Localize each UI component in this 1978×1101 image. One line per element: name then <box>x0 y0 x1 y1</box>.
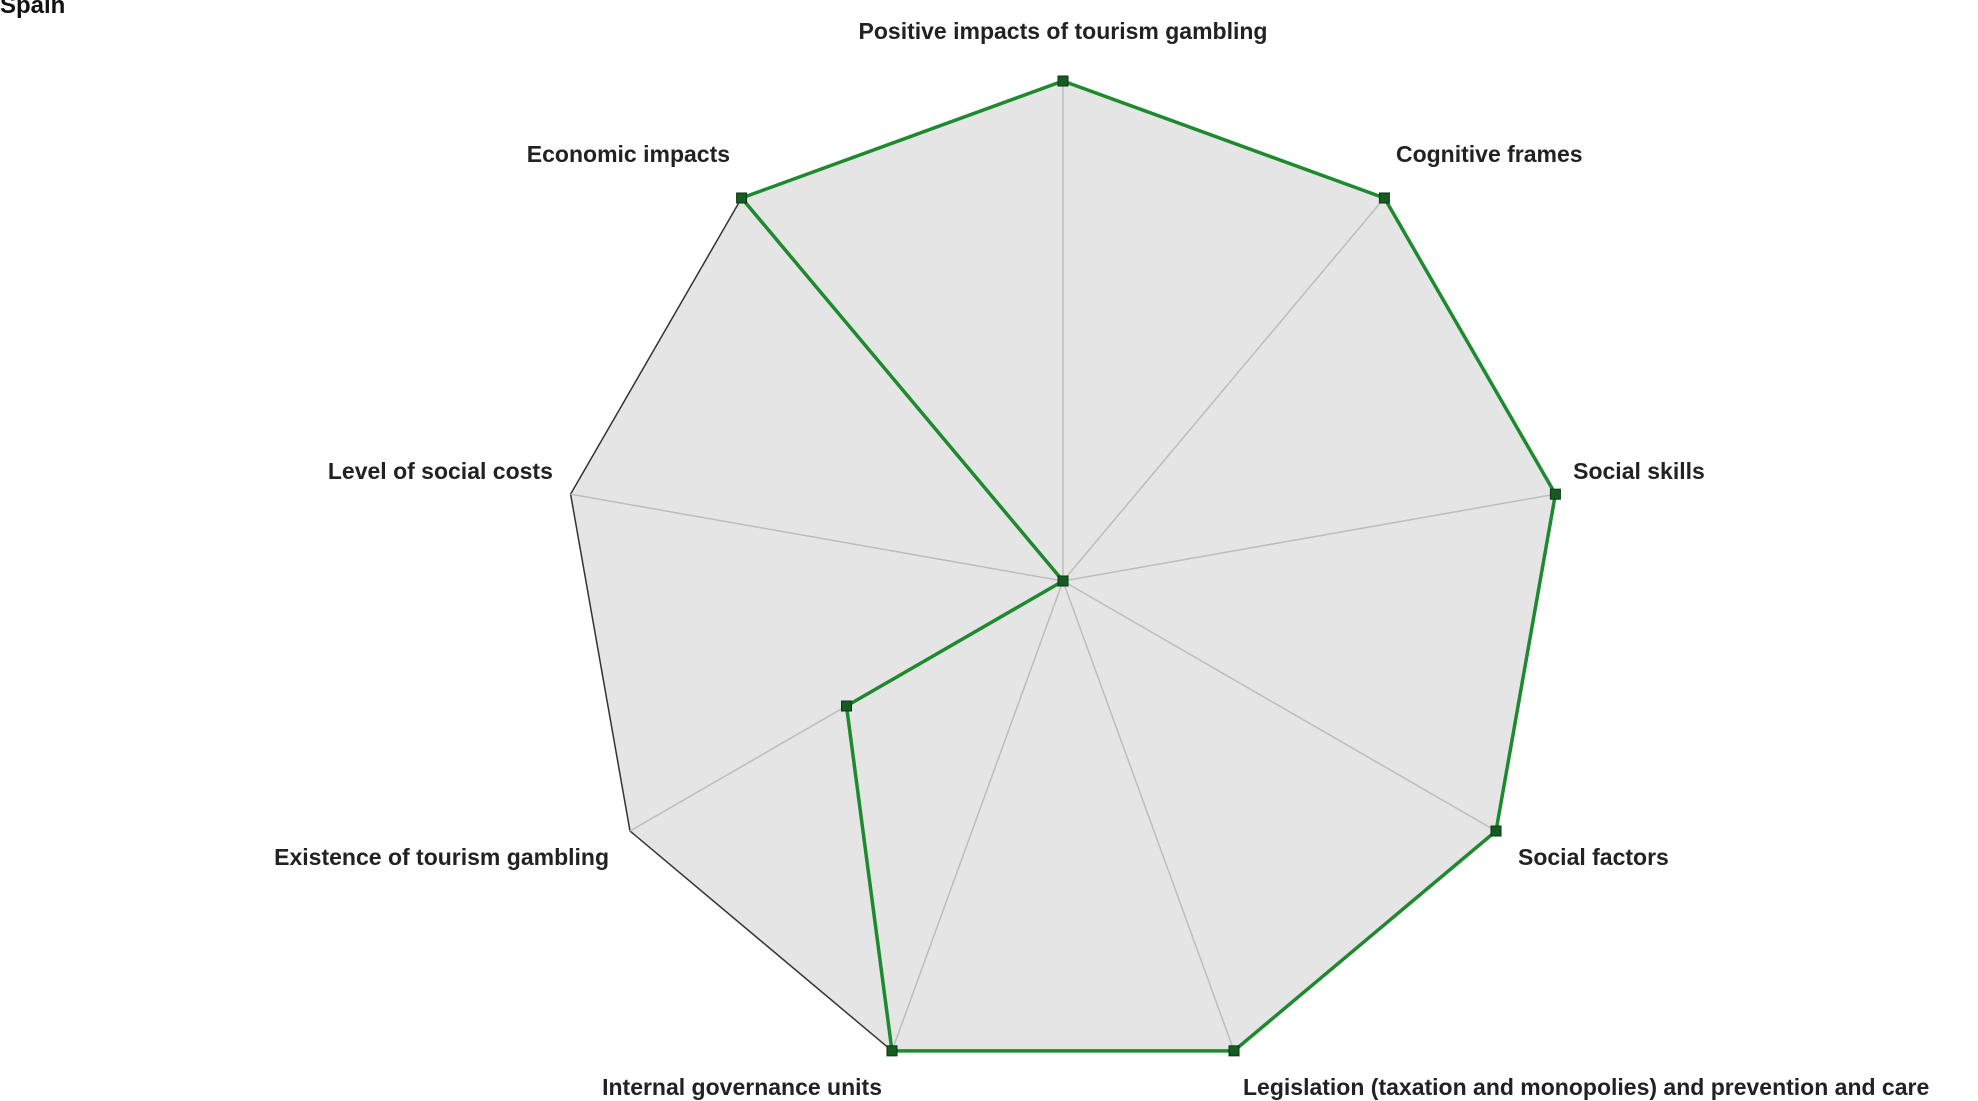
data-point-0 <box>1057 75 1069 87</box>
axis-label-6: Existence of tourism gambling <box>274 844 609 870</box>
axis-labels: Positive impacts of tourism gambling Cogn… <box>274 18 1929 1100</box>
axis-label-0: Positive impacts of tourism gambling <box>859 18 1268 44</box>
axis-label-2: Social skills <box>1573 458 1705 484</box>
data-point-4 <box>1228 1045 1240 1057</box>
spoke-4 <box>1062 580 1235 1052</box>
spoke-1 <box>1062 197 1385 582</box>
chart-title: Spain <box>0 0 66 19</box>
spoke-2 <box>1062 493 1556 582</box>
data-point-5 <box>886 1045 898 1057</box>
series-markers <box>736 75 1561 1057</box>
spoke-3 <box>1062 580 1497 832</box>
data-point-7 <box>1057 575 1069 587</box>
spoke-7 <box>570 493 1064 582</box>
axis-label-5: Internal governance units <box>602 1074 882 1100</box>
axis-label-4: Legislation (taxation and monopolies) an… <box>1243 1074 1929 1100</box>
data-point-8 <box>736 192 748 204</box>
axis-label-3: Social factors <box>1518 844 1669 870</box>
spoke-5 <box>891 580 1064 1052</box>
data-point-1 <box>1378 192 1390 204</box>
axis-label-8: Economic impacts <box>527 141 730 167</box>
data-point-6 <box>840 700 852 712</box>
data-point-2 <box>1549 488 1561 500</box>
data-point-3 <box>1490 825 1502 837</box>
series-polygon <box>739 79 1558 1053</box>
axis-label-1: Cognitive frames <box>1396 141 1583 167</box>
axis-label-7: Level of social costs <box>328 458 553 484</box>
